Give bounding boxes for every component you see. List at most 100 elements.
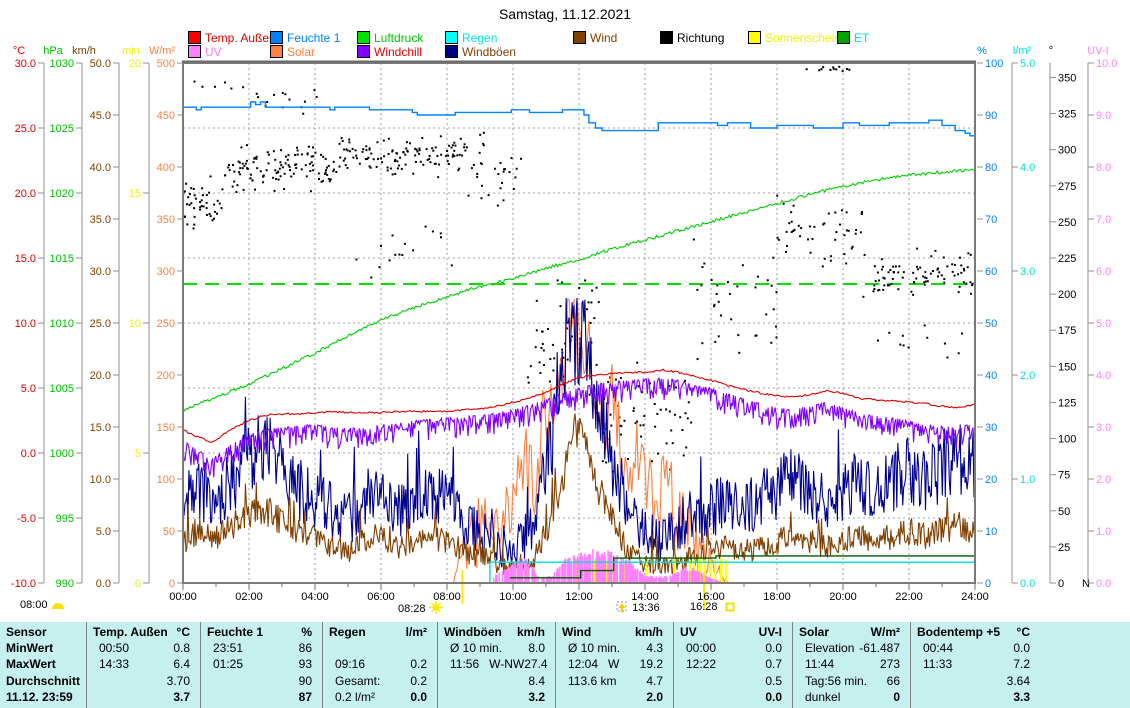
svg-text:5.0: 5.0 xyxy=(96,526,111,538)
table-cell xyxy=(556,689,568,705)
table-group-solar: SolarW/m²Elevation-61.48711:44273Tag:56 … xyxy=(792,622,910,708)
svg-text:100: 100 xyxy=(157,474,175,486)
table-cell: 66 xyxy=(887,673,910,689)
table-row: Tag:56 min.66 xyxy=(793,673,910,689)
svg-text:1025: 1025 xyxy=(50,123,74,135)
svg-text:1015: 1015 xyxy=(50,253,74,265)
svg-text:0.0: 0.0 xyxy=(1096,578,1111,590)
svg-text:10.0: 10.0 xyxy=(15,318,36,330)
table-cell: 0.0 xyxy=(765,689,792,705)
svg-text:25.0: 25.0 xyxy=(90,318,111,330)
table-cell: 6.4 xyxy=(173,656,200,672)
table-row: Ø 10 min.8.0 xyxy=(438,640,555,656)
x-tick-label: 18:00 xyxy=(763,591,791,603)
svg-text:40.0: 40.0 xyxy=(90,162,111,174)
x-tick-label: 12:00 xyxy=(565,591,593,603)
table-cell: 7.2 xyxy=(1013,656,1040,672)
svg-text:20: 20 xyxy=(985,474,997,486)
svg-text:350: 350 xyxy=(1058,72,1076,84)
svg-text:1.0: 1.0 xyxy=(1096,526,1111,538)
table-cell: 3.7 xyxy=(173,689,200,705)
svg-text:125: 125 xyxy=(1058,397,1076,409)
svg-text:10: 10 xyxy=(129,318,141,330)
table-group-uv: UVUV-I00:000.012:220.70.50.0 xyxy=(673,622,792,708)
table-cell: 0.2 xyxy=(410,656,437,672)
x-tick-label: 00:00 xyxy=(169,591,197,603)
svg-text:4.0: 4.0 xyxy=(1096,370,1111,382)
sunset-marker: 16:28 xyxy=(690,601,735,613)
svg-text:-5.0: -5.0 xyxy=(17,513,36,525)
table-cell: 4.7 xyxy=(646,673,673,689)
table-cell: 19.2 xyxy=(640,656,673,672)
table-cell xyxy=(911,673,923,689)
axis-unit-wm2: W/m² xyxy=(149,45,176,57)
svg-text:175: 175 xyxy=(1058,325,1076,337)
svg-text:35.0: 35.0 xyxy=(90,214,111,226)
table-row: 3.64 xyxy=(911,673,1040,689)
table-group-regen: Regenl/m²09:160.2Gesamt:0.20.2 l/m²0.0 xyxy=(322,622,437,708)
sensor-name: Feuchte 1 xyxy=(201,624,263,640)
sensor-unit: l/m² xyxy=(406,624,437,640)
svg-text:80: 80 xyxy=(985,162,997,174)
table-cell: 12:22 xyxy=(674,656,716,672)
table-row: 12:04W19.2 xyxy=(556,656,673,672)
sensor-unit: °C xyxy=(1017,624,1040,640)
table-cell: 4.3 xyxy=(646,640,673,656)
table-cell xyxy=(201,673,213,689)
table-cell: 87 xyxy=(299,689,322,705)
table-cell: 00:44 xyxy=(911,640,953,656)
x-tick-label: 24:00 xyxy=(961,591,989,603)
axis-unit-deg: ° xyxy=(1049,45,1053,57)
plot-area xyxy=(182,63,975,583)
svg-text:60: 60 xyxy=(985,266,997,278)
table-cell: 273 xyxy=(880,656,910,672)
table-cell: 3.64 xyxy=(1007,673,1040,689)
svg-text:25: 25 xyxy=(1058,542,1070,554)
svg-text:3.0: 3.0 xyxy=(1020,266,1035,278)
table-cell: 27.4 xyxy=(524,656,555,672)
svg-text:1030: 1030 xyxy=(50,58,74,70)
table-row: 09:160.2 xyxy=(323,656,437,672)
table-row: 00:500.8 xyxy=(87,640,200,656)
svg-text:20.0: 20.0 xyxy=(15,188,36,200)
table-cell: 0 xyxy=(893,689,910,705)
table-cell: 3.3 xyxy=(1013,689,1040,705)
svg-text:300: 300 xyxy=(1058,145,1076,157)
sensor-name: Temp. Außen xyxy=(87,624,168,640)
svg-text:1010: 1010 xyxy=(50,318,74,330)
svg-text:10.0: 10.0 xyxy=(90,474,111,486)
svg-text:995: 995 xyxy=(56,513,74,525)
table-row: 01:2593 xyxy=(201,656,322,672)
svg-text:75: 75 xyxy=(1058,470,1070,482)
svg-text:0.0: 0.0 xyxy=(1020,578,1035,590)
svg-text:5.0: 5.0 xyxy=(21,383,36,395)
table-cell: 11:56 xyxy=(438,656,479,672)
svg-text:4.0: 4.0 xyxy=(1020,162,1035,174)
table-cell: 86 xyxy=(299,640,322,656)
svg-text:5.0: 5.0 xyxy=(1096,318,1111,330)
svg-text:20: 20 xyxy=(129,58,141,70)
svg-text:7.0: 7.0 xyxy=(1096,214,1111,226)
svg-text:45.0: 45.0 xyxy=(90,110,111,122)
axis-unit-temp: °C xyxy=(13,45,25,57)
svg-text:100: 100 xyxy=(1058,434,1076,446)
table-group-feuchte-1: Feuchte 1%23:518601:25939087 xyxy=(200,622,322,708)
table-cell: 93 xyxy=(299,656,322,672)
svg-text:350: 350 xyxy=(157,214,175,226)
svg-text:0: 0 xyxy=(135,578,141,590)
table-cell: 11:33 xyxy=(911,656,952,672)
svg-text:50.0: 50.0 xyxy=(90,58,111,70)
table-row: 8.4 xyxy=(438,673,555,689)
svg-text:1020: 1020 xyxy=(50,188,74,200)
table-row: 2.0 xyxy=(556,689,673,705)
table-row: 3.7 xyxy=(87,689,200,705)
table-row: dunkel0 xyxy=(793,689,910,705)
table-group-windb-en: Windböenkm/hØ 10 min.8.011:56W-NW27.48.4… xyxy=(437,622,555,708)
table-row: 0.2 l/m²0.0 xyxy=(323,689,437,705)
weather-day-chart-window: Samstag, 11.12.2021 Temp. AußenFeuchte 1… xyxy=(0,0,1130,708)
table-row: 3.3 xyxy=(911,689,1040,705)
table-cell xyxy=(87,689,99,705)
sensor-name: UV xyxy=(674,624,697,640)
table-cell: 3.2 xyxy=(528,689,555,705)
svg-text:25.0: 25.0 xyxy=(15,123,36,135)
